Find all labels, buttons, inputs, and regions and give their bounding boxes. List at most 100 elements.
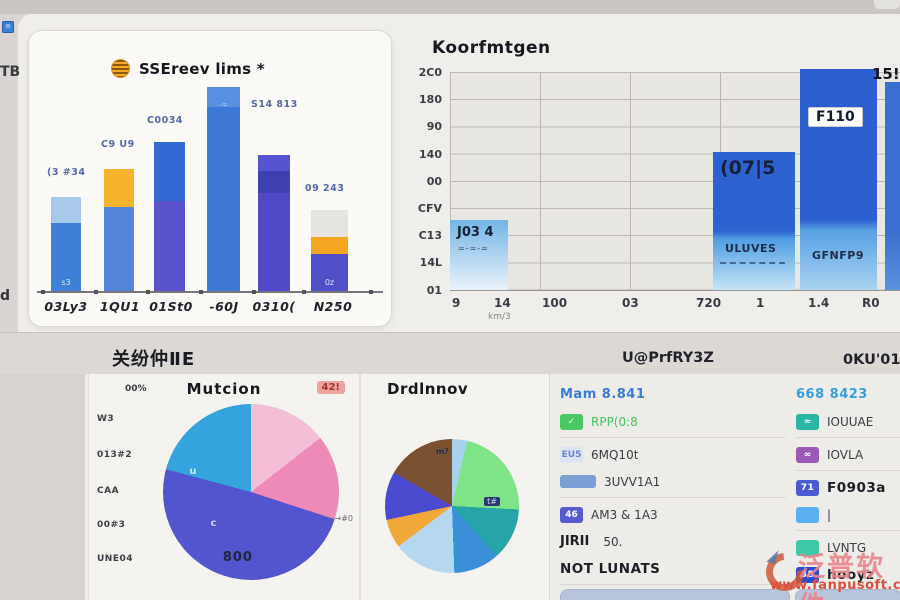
list-item[interactable]: ∞ IOVLA [796, 441, 900, 468]
row-badge-icon: ✓ [560, 413, 583, 430]
list-item-label: hooyz [827, 566, 875, 583]
list-divider [560, 584, 786, 585]
y-axis-label: CFV [417, 202, 442, 215]
pie1-status-badge: 42! [316, 381, 345, 394]
list-item-label: IOUUAE [827, 414, 874, 429]
list-item-label: 3UVV1A1 [604, 474, 661, 489]
y-axis-label: 14L [419, 256, 442, 270]
x-axis-label: 720 [696, 296, 722, 310]
bottom-button-left[interactable] [560, 589, 790, 600]
pie1-side-label: CAA [97, 486, 120, 496]
bar-value-label: 09 243 [305, 183, 345, 194]
list-link[interactable]: Mam 8.841 [560, 381, 786, 408]
list-item-label: LVNTG [827, 540, 867, 555]
list-item[interactable]: EU5 6MQ10t [560, 441, 786, 468]
card-header: SSEreev lims * [111, 59, 265, 78]
card-title: SSEreev lims * [139, 59, 266, 78]
x-axis-sublabel: km/3 [488, 312, 511, 322]
bar-segment [258, 171, 290, 193]
app-logo-icon[interactable]: ≡ [2, 21, 14, 33]
list-link[interactable]: 668 8423 [796, 381, 900, 408]
bar-segment [154, 201, 185, 291]
pie1-center-label: 800 [222, 550, 253, 566]
bar-dash-line [719, 262, 786, 264]
axis-tick [41, 290, 45, 294]
pie1-side-label: 013#2 [97, 450, 133, 460]
list-item-label: | [827, 507, 832, 522]
pie-inner-mark: u [189, 465, 197, 477]
chart-bar[interactable]: F110 GFNFP9 [800, 69, 877, 290]
pie2-chart[interactable]: t# m? [385, 439, 519, 573]
list-item[interactable]: 46 AM3 & 1A3 [560, 501, 786, 528]
list-item[interactable]: 71 F0903a [796, 474, 900, 501]
sidebar-bottom-zone [0, 374, 85, 600]
bottom-button-right[interactable] [795, 589, 900, 600]
section-title-left: 关纷仲ⅡE [112, 349, 196, 370]
pie1-side-label: W3 [97, 414, 115, 424]
chart-bar[interactable] [104, 169, 134, 291]
list-item[interactable]: NOT LUNATS [560, 555, 786, 582]
bar-mid-label: GFNFP9 [812, 249, 864, 262]
row-badge-icon: ∞ [796, 446, 819, 463]
chart-bar[interactable]: s3 [51, 197, 81, 291]
x-axis-label: 100 [542, 296, 568, 310]
list-item[interactable]: 38 hooyz [796, 561, 900, 588]
pie1-chart[interactable]: 800 u c [163, 404, 339, 580]
list-item[interactable]: 3UVV1A1 [560, 468, 786, 495]
chart-bar[interactable]: -= [207, 87, 240, 291]
row-badge-icon: 71 [796, 479, 819, 496]
section-title-mid: U@PrfRY3Z [622, 350, 714, 366]
chart-bar[interactable]: J03 4 =-=-= [450, 220, 508, 290]
x-axis-label: N250 [313, 299, 353, 314]
bar-inner-label: s3 [61, 278, 71, 287]
list-item-label: F0903a [827, 479, 886, 496]
x-axis-label: 1 [756, 296, 765, 310]
pie2-slice-tag: t# [484, 496, 500, 506]
chart-bar[interactable]: 15! [872, 65, 900, 290]
list-divider [796, 530, 900, 531]
x-axis-label: 14 [494, 296, 511, 310]
y-axis-label: C13 [418, 229, 442, 243]
chart-bar[interactable] [258, 155, 290, 291]
chart-bar[interactable]: (07|5 ULUVES [713, 152, 795, 290]
window-top-tab[interactable] [874, 0, 900, 9]
list-item-label: IOVLA [827, 447, 864, 462]
list-divider [560, 497, 786, 498]
x-axis-label: R0 [862, 296, 880, 310]
y-axis-label: 140 [419, 147, 442, 161]
bar-segment [207, 107, 240, 291]
list-item[interactable]: JIRII 50. [560, 528, 786, 555]
chart-bar[interactable] [154, 142, 185, 291]
pie2-title: Drdlnnov [387, 380, 469, 398]
list-item-label: NOT LUNATS [560, 560, 661, 577]
list-item[interactable]: ✓ RPP(0:8 [560, 408, 786, 435]
list-divider [560, 437, 786, 438]
row-badge-icon: 38 [796, 566, 819, 583]
bar-inner-label: -= [219, 101, 228, 109]
left-chart-axis [37, 291, 383, 293]
bar-segment [311, 254, 348, 291]
bar-segment [104, 169, 134, 207]
bar-segment [51, 197, 81, 223]
bar-segment [311, 237, 348, 254]
pie1-side-label: 00#3 [97, 520, 126, 530]
bar-value-label: S14 813 [251, 99, 298, 110]
row-badge-icon [560, 475, 596, 488]
bar-value-label: (3 #34 [47, 167, 86, 178]
list-item[interactable]: ≈ IOUUAE [796, 408, 900, 435]
row-badge-icon: 46 [560, 506, 583, 523]
x-axis-label: 03 [622, 296, 639, 310]
list-item[interactable]: LVNTG [796, 534, 900, 561]
sidebar-label-d: d [0, 288, 11, 304]
chart-bar[interactable]: 0z [311, 210, 348, 291]
status-list-right: 668 8423 ≈ IOUUAE ∞ IOVLA 71 F0903a | LVNTG 38 hoo… [796, 376, 900, 600]
x-axis-label: 1QU1 [99, 299, 141, 314]
list-item[interactable]: | [796, 501, 900, 528]
pie1-corner-label: 00% [125, 384, 147, 394]
row-badge-icon [796, 539, 819, 556]
row-badge-icon: EU5 [560, 446, 583, 463]
x-axis-label: 1.4 [808, 296, 830, 310]
y-axis-label: 2C0 [418, 66, 442, 79]
axis-tick [252, 290, 256, 294]
